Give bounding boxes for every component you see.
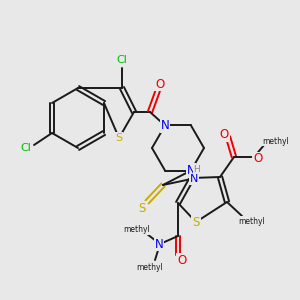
- Text: H: H: [194, 164, 200, 173]
- Text: S: S: [192, 215, 200, 229]
- Text: methyl: methyl: [124, 226, 150, 235]
- Text: methyl: methyl: [136, 263, 164, 272]
- Text: methyl: methyl: [238, 217, 266, 226]
- Text: S: S: [116, 133, 123, 143]
- Text: O: O: [219, 128, 229, 142]
- Text: Cl: Cl: [21, 143, 32, 153]
- Text: N: N: [160, 119, 169, 132]
- Text: N: N: [190, 174, 198, 184]
- Text: methyl: methyl: [262, 136, 290, 146]
- Text: N: N: [187, 164, 195, 177]
- Text: S: S: [138, 202, 146, 214]
- Text: N: N: [154, 238, 164, 250]
- Text: O: O: [155, 77, 165, 91]
- Text: O: O: [177, 254, 187, 266]
- Text: Cl: Cl: [117, 55, 128, 65]
- Text: O: O: [254, 152, 262, 166]
